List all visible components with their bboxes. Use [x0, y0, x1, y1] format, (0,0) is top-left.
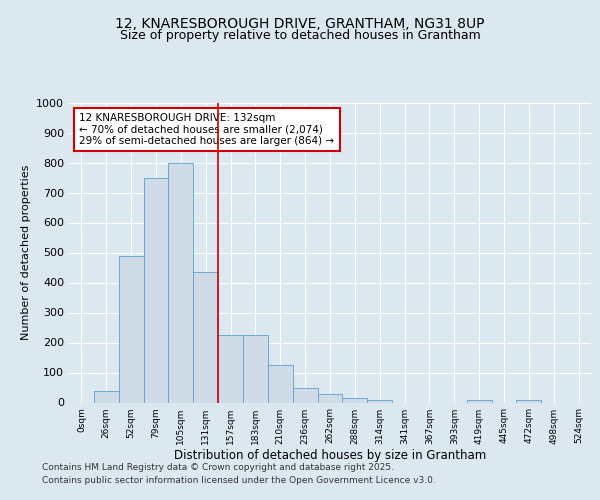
Bar: [94, 390, 119, 402]
Text: 12, KNARESBOROUGH DRIVE, GRANTHAM, NG31 8UP: 12, KNARESBOROUGH DRIVE, GRANTHAM, NG31 …: [115, 18, 485, 32]
Bar: [218, 335, 243, 402]
Bar: [367, 400, 392, 402]
Bar: [317, 394, 343, 402]
Text: Contains HM Land Registry data © Crown copyright and database right 2025.: Contains HM Land Registry data © Crown c…: [42, 464, 394, 472]
Bar: [243, 335, 268, 402]
Y-axis label: Number of detached properties: Number of detached properties: [20, 165, 31, 340]
Bar: [517, 400, 541, 402]
Text: 12 KNARESBOROUGH DRIVE: 132sqm
← 70% of detached houses are smaller (2,074)
29% : 12 KNARESBOROUGH DRIVE: 132sqm ← 70% of …: [79, 113, 335, 146]
Text: Size of property relative to detached houses in Grantham: Size of property relative to detached ho…: [119, 29, 481, 42]
Bar: [169, 162, 193, 402]
Text: Contains public sector information licensed under the Open Government Licence v3: Contains public sector information licen…: [42, 476, 436, 485]
Bar: [293, 388, 317, 402]
Bar: [268, 365, 293, 403]
Bar: [119, 256, 143, 402]
Bar: [193, 272, 218, 402]
X-axis label: Distribution of detached houses by size in Grantham: Distribution of detached houses by size …: [174, 450, 486, 462]
Bar: [143, 178, 169, 402]
Bar: [467, 400, 491, 402]
Bar: [343, 398, 367, 402]
